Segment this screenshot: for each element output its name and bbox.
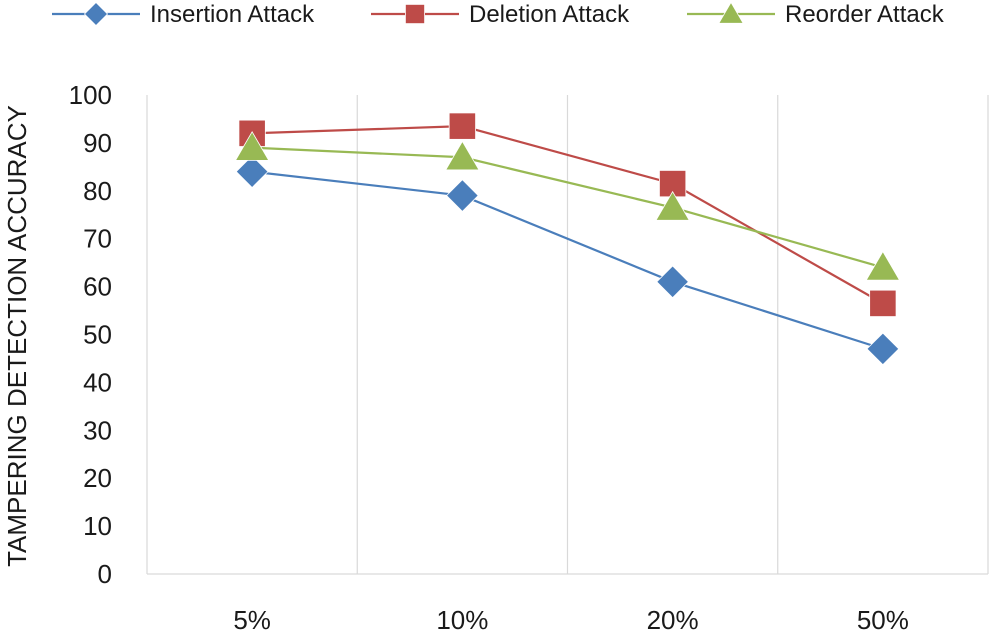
x-tick-label: 20%	[647, 605, 699, 635]
legend-item-deletion-attack: Deletion Attack	[371, 1, 630, 28]
series-line-deletion-attack	[252, 125, 884, 305]
x-tick-label: 5%	[233, 605, 271, 635]
y-tick-label: 90	[83, 128, 112, 158]
legend: Insertion Attack Deletion Attack Reorder A…	[52, 1, 945, 28]
y-tick-label: 80	[83, 176, 112, 206]
data-point-reorder-attack	[865, 250, 901, 281]
grid	[146, 95, 989, 574]
legend-label: Insertion Attack	[150, 1, 315, 28]
legend-item-reorder-attack: Reorder Attack	[687, 1, 945, 28]
series-insertion-attack	[235, 155, 900, 366]
data-point-deletion-attack	[869, 289, 897, 317]
y-tick-label: 0	[98, 559, 112, 589]
legend-label: Reorder Attack	[785, 1, 945, 28]
y-tick-label: 40	[83, 367, 112, 397]
legend-marker	[404, 4, 425, 25]
y-tick-label: 60	[83, 272, 112, 302]
data-point-insertion-attack	[235, 155, 269, 189]
y-tick-label: 50	[83, 320, 112, 350]
y-tick-label: 30	[83, 415, 112, 445]
x-tick-label: 10%	[436, 605, 488, 635]
y-tick-label: 70	[83, 224, 112, 254]
data-point-reorder-attack	[234, 131, 270, 161]
data-point-insertion-attack	[866, 332, 900, 366]
legend-label: Deletion Attack	[469, 1, 630, 28]
series-line-reorder-attack	[252, 146, 884, 269]
legend-item-insertion-attack: Insertion Attack	[52, 1, 315, 28]
y-axis-title: TAMPERING DETECTION ACCURACY	[2, 105, 32, 567]
x-tick-label: 50%	[857, 605, 909, 635]
legend-marker	[83, 1, 109, 27]
series-group	[234, 112, 901, 366]
legend-marker	[718, 1, 744, 24]
y-tick-label: 100	[69, 80, 112, 110]
data-point-reorder-attack	[655, 190, 690, 221]
data-point-reorder-attack	[445, 140, 480, 171]
axes: 0 10 20 30 40 50 60 70 80 90 100 5% 10% 20% 50%	[69, 80, 988, 635]
y-tick-label: 10	[83, 511, 112, 541]
y-tick-label: 20	[83, 463, 112, 493]
series-reorder-attack	[234, 131, 901, 281]
data-point-deletion-attack	[448, 112, 476, 140]
series-line-insertion-attack	[252, 170, 884, 350]
data-point-insertion-attack	[445, 179, 479, 212]
data-point-insertion-attack	[656, 265, 690, 299]
